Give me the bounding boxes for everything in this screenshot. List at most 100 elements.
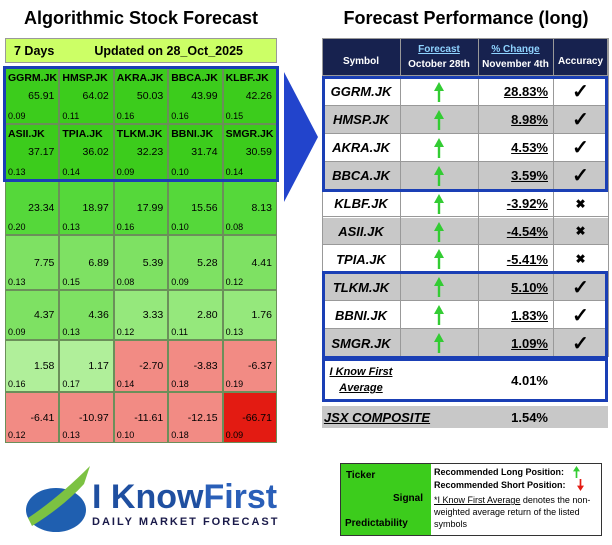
header-accuracy: Accuracy xyxy=(557,56,604,67)
signal: -3.83 xyxy=(193,360,218,372)
predictability: 0.16 xyxy=(116,222,135,232)
accuracy: ✖ xyxy=(575,224,586,239)
predictability: 0.11 xyxy=(171,327,189,337)
table-row xyxy=(322,105,608,134)
heatmap-cell: 4.36 0.13 xyxy=(59,290,114,340)
signal: 7.75 xyxy=(33,256,55,269)
up-arrow xyxy=(434,109,444,130)
legend-color xyxy=(341,464,431,535)
symbol: TLKM.JK xyxy=(332,279,390,295)
signal: 50.03 xyxy=(136,90,164,102)
chevron xyxy=(284,72,318,202)
signal: 65.91 xyxy=(28,90,55,102)
table-row xyxy=(322,78,608,106)
title: Forecast Performance (long) xyxy=(343,8,589,28)
symbol: KLBF.JK xyxy=(334,196,388,212)
heatmap-cell: TPIA.JK 36.02 0.14 xyxy=(59,124,114,180)
predictability: 0.09 xyxy=(8,111,26,121)
signal: 4.41 xyxy=(251,256,272,269)
predictability: 0.10 xyxy=(171,167,189,177)
signal: 1.76 xyxy=(251,309,272,321)
predictability: 0.08 xyxy=(116,277,135,287)
signal: 18.97 xyxy=(82,201,109,214)
signal: 8.13 xyxy=(251,201,272,214)
predictability: 0.12 xyxy=(116,327,135,337)
change: 1.83% xyxy=(511,307,548,323)
signal: 23.34 xyxy=(28,201,55,214)
heatmap-cell: 8.13 0.08 xyxy=(222,180,277,235)
up-arrow xyxy=(434,82,444,102)
heatmap-cell: 5.28 0.09 xyxy=(168,235,223,290)
table-row xyxy=(322,273,608,302)
header-bar: 7 Days Updated on 28_Oct_2025 xyxy=(5,38,277,63)
heatmap-cell: -11.61 0.10 xyxy=(113,392,169,443)
updated: Updated on 28_Oct_2025 xyxy=(94,43,243,58)
symbol: BBNI.JK xyxy=(334,307,387,323)
accuracy: ✖ xyxy=(575,196,586,211)
signal: 5.39 xyxy=(142,256,164,269)
composite-value: 1.54% xyxy=(511,409,548,425)
column-line xyxy=(478,38,479,357)
signal: 4.36 xyxy=(88,309,109,321)
signal: 31.74 xyxy=(191,146,218,158)
signal: 43.99 xyxy=(191,90,218,102)
signal: -6.37 xyxy=(248,360,272,372)
predictability: 0.13 xyxy=(225,327,244,337)
accuracy: ✓ xyxy=(572,332,589,355)
average-value: 4.01% xyxy=(511,372,548,388)
predictability: 0.09 xyxy=(8,327,26,337)
up-arrow xyxy=(434,305,444,326)
average-row xyxy=(322,358,608,402)
highlight-box xyxy=(322,76,608,192)
heatmap-cell: 18.97 0.13 xyxy=(59,180,114,235)
signal: 15.56 xyxy=(191,201,218,214)
change: -4.54% xyxy=(506,223,548,239)
heatmap-cell: 17.99 0.16 xyxy=(113,180,169,235)
predictability: 0.20 xyxy=(8,222,26,232)
title: Algorithmic Stock Forecast xyxy=(23,8,259,28)
signal: 5.28 xyxy=(197,256,218,269)
ticker: GGRM.JK xyxy=(8,72,58,84)
up-arrow xyxy=(434,333,444,354)
accuracy: ✓ xyxy=(572,165,589,188)
up-arrow xyxy=(573,466,580,478)
header-link: Forecast xyxy=(418,44,460,55)
predictability: 0.19 xyxy=(225,379,244,389)
legend-note-a: *I Know First Average xyxy=(434,495,521,505)
up-arrow xyxy=(434,165,444,186)
heatmap-cell: 1.17 0.17 xyxy=(59,340,114,392)
signal: 2.80 xyxy=(197,309,218,321)
table-header xyxy=(322,38,608,76)
change: -3.92% xyxy=(506,196,548,212)
column-line xyxy=(608,38,609,357)
legend-ticker: Ticker xyxy=(346,470,376,481)
header-change: % Change November 4th xyxy=(478,42,553,72)
down-arrow xyxy=(577,479,584,491)
accuracy: ✓ xyxy=(572,137,589,160)
signal: 30.59 xyxy=(245,146,272,158)
up-arrow xyxy=(434,193,444,214)
heatmap-cell: -10.97 0.13 xyxy=(59,392,114,443)
signal: 64.02 xyxy=(82,90,109,102)
predictability: 0.15 xyxy=(225,111,244,121)
predictability: 0.08 xyxy=(225,222,244,232)
header-date: October 28th xyxy=(408,59,470,70)
accuracy: ✓ xyxy=(572,304,589,327)
signal: -2.70 xyxy=(139,360,164,372)
up-arrow xyxy=(434,249,444,270)
change: 3.59% xyxy=(511,168,548,184)
ticker: TLKM.JK xyxy=(116,128,163,140)
heatmap-cell: -6.41 0.12 xyxy=(5,392,60,443)
ticker: HMSP.JK xyxy=(62,72,108,84)
heatmap-cell: 7.75 0.13 xyxy=(5,235,60,290)
heatmap-cell: TLKM.JK 32.23 0.09 xyxy=(113,124,169,180)
ticker: AKRA.JK xyxy=(116,72,164,84)
heatmap-cell: BBCA.JK 43.99 0.16 xyxy=(168,68,223,124)
composite-label: JSX COMPOSITE xyxy=(323,409,431,425)
predictability: 0.14 xyxy=(62,167,80,177)
average-label: I Know First Average xyxy=(329,366,393,394)
signal: 32.23 xyxy=(136,146,164,158)
symbol: TPIA.JK xyxy=(336,251,386,267)
ticker: KLBF.JK xyxy=(225,72,269,84)
